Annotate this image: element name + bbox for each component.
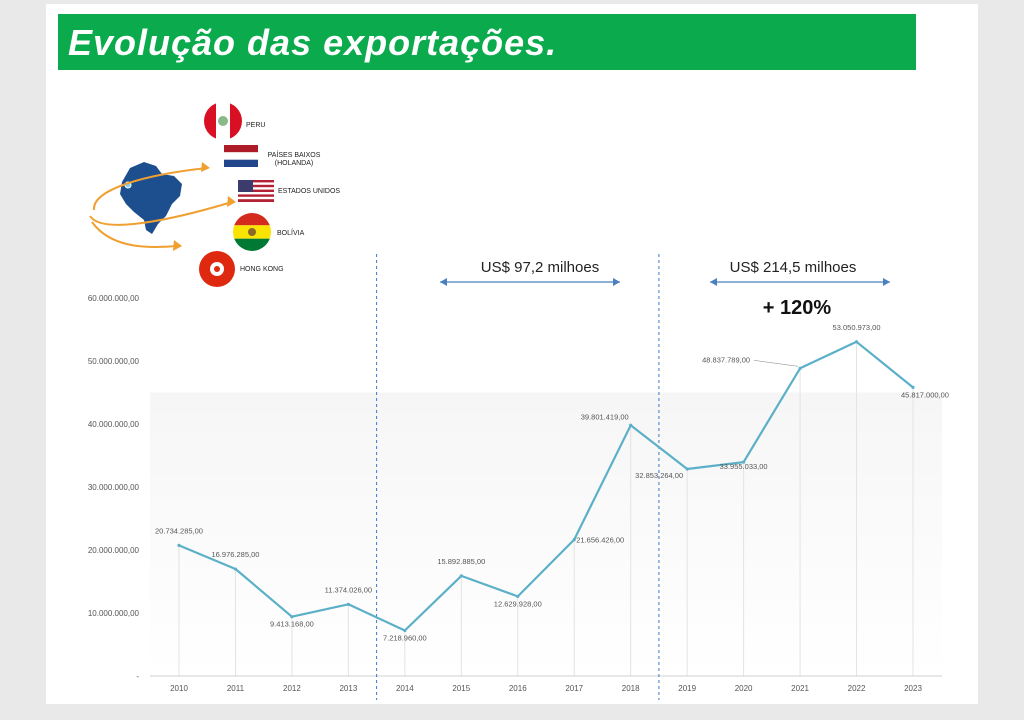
x-tick-label: 2015 bbox=[452, 684, 470, 693]
period-2019-2023-annotation: US$ 214,5 milhoes + 120% bbox=[710, 259, 890, 319]
y-tick-label: 20.000.000,00 bbox=[88, 546, 140, 555]
x-tick-label: 2014 bbox=[396, 684, 414, 693]
data-label: 12.629.928,00 bbox=[494, 599, 542, 608]
data-point bbox=[233, 567, 238, 571]
data-point bbox=[629, 423, 633, 427]
data-label: 15.892.885,00 bbox=[437, 557, 485, 566]
period-2014-2018-annotation: US$ 97,2 milhoes bbox=[440, 259, 620, 286]
data-label: 32.853.264,00 bbox=[635, 471, 683, 480]
data-label: 53.050.973,00 bbox=[833, 323, 881, 332]
data-point bbox=[290, 615, 294, 619]
x-tick-label: 2016 bbox=[509, 684, 527, 693]
label-leader-line bbox=[754, 360, 799, 367]
y-tick-label: 60.000.000,00 bbox=[88, 294, 140, 303]
data-label: 39.801.419,00 bbox=[581, 412, 629, 421]
data-label: 7.218.960,00 bbox=[383, 634, 427, 643]
country-label-bolivia: BOLÍVIA bbox=[277, 230, 305, 237]
period-2-total: US$ 214,5 milhoes bbox=[730, 259, 857, 276]
x-tick-label: 2013 bbox=[339, 684, 357, 693]
y-tick-label: - bbox=[136, 672, 139, 681]
plot-area bbox=[150, 392, 942, 676]
period-1-total: US$ 97,2 milhoes bbox=[481, 259, 599, 276]
x-tick-label: 2022 bbox=[848, 684, 866, 693]
x-tick-label: 2020 bbox=[735, 684, 753, 693]
data-point bbox=[459, 574, 463, 578]
series-export-value bbox=[177, 340, 915, 633]
peru-flag-icon bbox=[204, 102, 242, 140]
data-point bbox=[798, 366, 802, 370]
y-tick-label: 50.000.000,00 bbox=[88, 357, 140, 366]
y-axis: - 10.000.000,00 20.000.000,00 30.000.000,00… bbox=[88, 294, 140, 681]
brazil-map-icon bbox=[89, 162, 236, 251]
x-tick-label: 2012 bbox=[283, 684, 301, 693]
period-1-arrow-right-icon bbox=[613, 278, 620, 286]
country-label-peru: PERU bbox=[246, 122, 266, 129]
data-labels: 20.734.285,00 16.976.285,00 9.413.168,00 11… bbox=[155, 323, 949, 643]
y-tick-label: 30.000.000,00 bbox=[88, 483, 140, 492]
x-tick-label: 2018 bbox=[622, 684, 640, 693]
country-label-hong-kong: HONG KONG bbox=[240, 266, 284, 273]
data-point bbox=[346, 602, 350, 606]
data-label: 20.734.285,00 bbox=[155, 526, 203, 535]
period-dividers bbox=[376, 254, 660, 700]
data-label: 9.413.168,00 bbox=[270, 620, 314, 629]
x-tick-label: 2019 bbox=[678, 684, 696, 693]
data-label: 21.656.426,00 bbox=[576, 536, 624, 545]
bolivia-flag-icon bbox=[233, 213, 271, 251]
data-point bbox=[403, 628, 407, 633]
data-point bbox=[854, 340, 859, 344]
usa-flag-icon bbox=[238, 180, 274, 202]
data-label: 45.817.000,00 bbox=[901, 390, 949, 399]
period-2-arrow-right-icon bbox=[883, 278, 890, 286]
x-tick-label: 2021 bbox=[791, 684, 809, 693]
data-label: 33.955.033,00 bbox=[720, 462, 768, 471]
data-point bbox=[911, 385, 915, 389]
growth-percentage: + 120% bbox=[763, 297, 832, 319]
x-tick-label: 2010 bbox=[170, 684, 188, 693]
y-tick-label: 10.000.000,00 bbox=[88, 609, 140, 618]
x-axis: 2010 2011 2012 2013 2014 2015 2016 2017 2018 2019… bbox=[150, 675, 942, 693]
page-title: Evolução das exportações. bbox=[68, 22, 558, 63]
data-point bbox=[572, 537, 576, 542]
series-line bbox=[178, 340, 914, 632]
data-point bbox=[742, 460, 746, 464]
country-label-netherlands: PAÍSES BAIXOS (HOLANDA) bbox=[267, 152, 321, 167]
data-point bbox=[685, 467, 689, 471]
x-tick-label: 2011 bbox=[227, 684, 245, 693]
data-label: 11.374.026,00 bbox=[325, 585, 372, 594]
x-tick-label: 2023 bbox=[904, 684, 922, 693]
netherlands-flag-icon bbox=[224, 145, 258, 167]
period-1-arrow-left-icon bbox=[440, 278, 447, 286]
x-tick-label: 2017 bbox=[565, 684, 583, 693]
y-tick-label: 40.000.000,00 bbox=[88, 420, 140, 429]
data-point bbox=[177, 543, 181, 547]
country-label-usa: ESTADOS UNIDOS bbox=[278, 188, 341, 195]
hong-kong-flag-icon bbox=[199, 251, 235, 287]
period-2-arrow-left-icon bbox=[710, 278, 717, 286]
data-point bbox=[516, 594, 520, 599]
data-label: 16.976.285,00 bbox=[211, 550, 259, 559]
data-label: 48.837.789,00 bbox=[702, 355, 750, 364]
title-bar: Evolução das exportações. bbox=[58, 14, 916, 70]
